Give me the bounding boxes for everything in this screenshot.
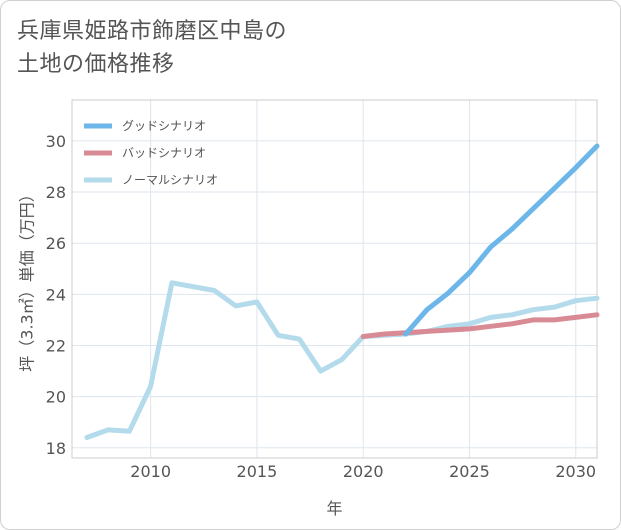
y-tick-label: 20: [46, 388, 66, 407]
series-line-0: [403, 143, 600, 337]
legend-label-0: グッドシナリオ: [122, 119, 206, 133]
x-tick-label: 2010: [130, 462, 171, 481]
y-axis-label: 坪（3.3㎡）単価（万円）: [18, 186, 37, 371]
legend-label-1: バッドシナリオ: [122, 146, 206, 160]
x-tick-label: 2015: [237, 462, 278, 481]
series-line-1: [360, 312, 600, 339]
y-tick-label: 24: [46, 285, 66, 304]
x-tick-label: 2020: [343, 462, 384, 481]
plot-area-border: [71, 99, 598, 459]
axis-ticks: 2010 2015 2020 2025 2030 18 20 22 24 26 28 30: [46, 132, 596, 481]
chart-title: 兵庫県姫路市飾磨区中島の 土地の価格推移: [17, 15, 287, 81]
chart-title-line-2: 土地の価格推移: [17, 52, 175, 77]
x-tick-label: 2025: [449, 462, 490, 481]
y-tick-label: 18: [46, 439, 66, 458]
series-lines: [84, 143, 600, 440]
y-tick-label: 26: [46, 234, 66, 253]
x-axis-label: 年: [326, 499, 342, 518]
legend-label-2: ノーマルシナリオ: [122, 173, 218, 187]
x-tick-label: 2030: [555, 462, 596, 481]
y-tick-label: 22: [46, 336, 66, 355]
series-line-2: [84, 280, 600, 440]
chart-title-line-1: 兵庫県姫路市飾磨区中島の: [17, 19, 288, 44]
y-tick-label: 30: [46, 132, 66, 151]
y-tick-label: 28: [46, 183, 66, 202]
